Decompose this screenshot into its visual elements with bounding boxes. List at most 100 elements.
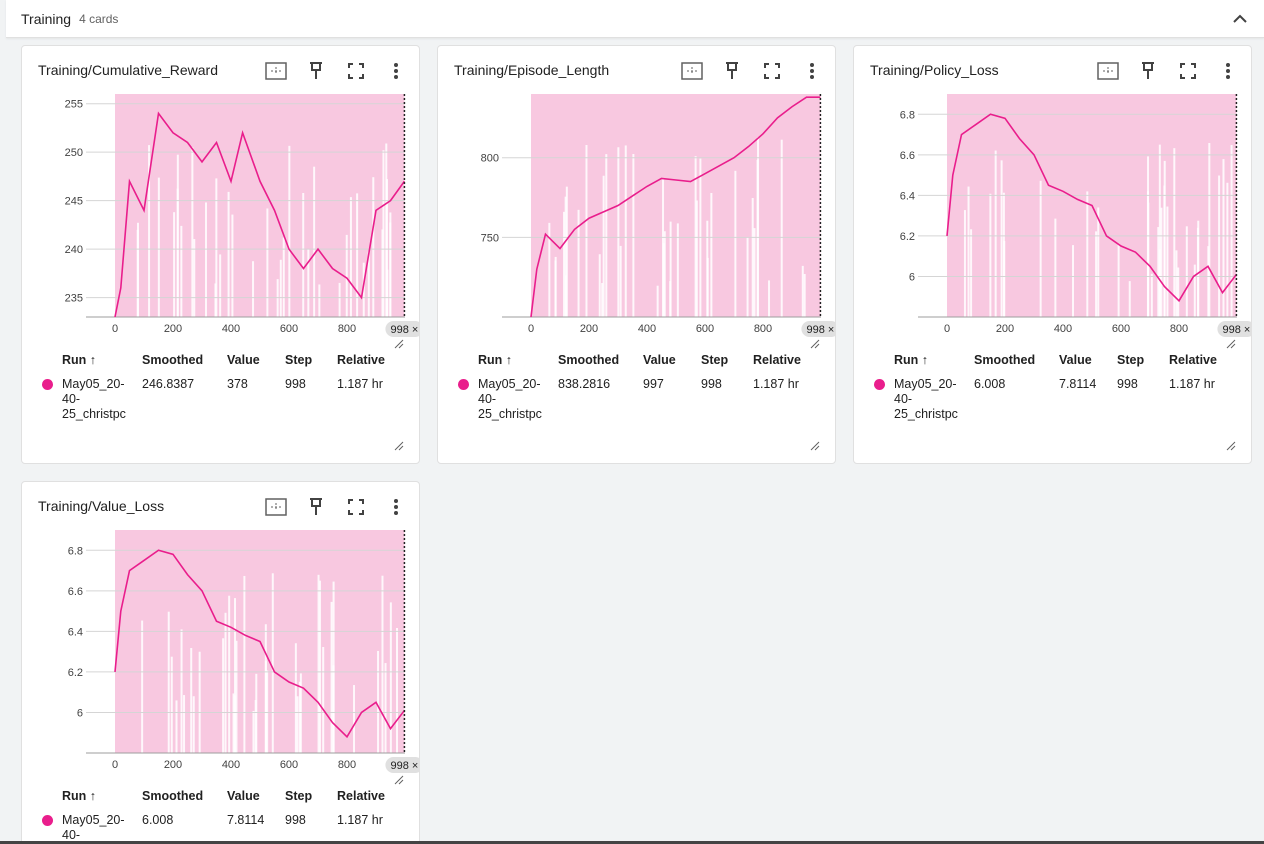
- raw-gap: [1163, 160, 1166, 317]
- run-name: May05_20-40-25_christpc: [894, 377, 958, 421]
- raw-gap: [803, 273, 806, 317]
- raw-gap: [989, 193, 992, 317]
- header-run[interactable]: Run ↑: [478, 353, 513, 367]
- table-resize-handle[interactable]: [810, 438, 820, 451]
- header-value[interactable]: Value: [643, 353, 676, 367]
- raw-gap: [1097, 207, 1100, 317]
- table-resize-handle[interactable]: [394, 438, 404, 451]
- step-value: 998: [285, 813, 306, 827]
- pin-icon[interactable]: [718, 57, 746, 85]
- fullscreen-icon[interactable]: [342, 493, 370, 521]
- chevron-up-icon[interactable]: [1230, 9, 1250, 29]
- header-smoothed[interactable]: Smoothed: [974, 353, 1036, 367]
- y-tick-label: 6.2: [68, 667, 83, 679]
- header-value[interactable]: Value: [227, 789, 260, 803]
- pin-icon[interactable]: [302, 493, 330, 521]
- header-relative[interactable]: Relative: [753, 353, 801, 367]
- line-chart[interactable]: 6 6.2 6.4 6.6 6.8 0 200 400 600 800 998 ×: [22, 528, 419, 788]
- fullscreen-icon[interactable]: [1174, 57, 1202, 85]
- y-tick-label: 250: [65, 147, 83, 159]
- x-tick-label: 400: [222, 323, 240, 335]
- y-tick-label: 800: [481, 153, 499, 165]
- raw-gap: [632, 153, 635, 317]
- raw-gap: [1230, 145, 1233, 317]
- x-tick-label: 600: [280, 323, 298, 335]
- raw-gap: [1002, 192, 1005, 317]
- raw-gap: [1208, 143, 1211, 317]
- raw-gap: [170, 656, 173, 753]
- raw-gap: [381, 229, 384, 317]
- cursor-label: 998 ×: [1222, 324, 1250, 336]
- pin-icon[interactable]: [302, 57, 330, 85]
- raw-gap: [554, 256, 557, 317]
- header-relative[interactable]: Relative: [337, 789, 385, 803]
- raw-gap: [167, 611, 170, 753]
- raw-gap: [1072, 245, 1075, 317]
- header-relative[interactable]: Relative: [1169, 353, 1217, 367]
- header-step[interactable]: Step: [701, 353, 729, 367]
- fit-domain-icon[interactable]: [262, 57, 290, 85]
- raw-gap: [1222, 159, 1225, 317]
- x-tick-label: 800: [754, 323, 772, 335]
- raw-gap: [585, 145, 588, 317]
- fit-domain-icon[interactable]: [1094, 57, 1122, 85]
- chart-resize-handle[interactable]: [810, 336, 820, 349]
- more-vert-icon[interactable]: [382, 57, 410, 85]
- raw-gap: [219, 254, 222, 317]
- line-chart[interactable]: 235 240 245 250 255 0 200 400 600 800 998 ×: [22, 92, 419, 352]
- header-run[interactable]: Run ↑: [62, 353, 97, 367]
- header-smoothed[interactable]: Smoothed: [558, 353, 620, 367]
- y-tick-label: 6.4: [68, 626, 83, 638]
- pin-icon[interactable]: [1134, 57, 1162, 85]
- header-smoothed[interactable]: Smoothed: [142, 353, 204, 367]
- x-tick-label: 800: [338, 759, 356, 771]
- table-resize-handle[interactable]: [1226, 438, 1236, 451]
- series-line: [114, 549, 406, 739]
- raw-gap: [228, 595, 231, 753]
- raw-gap: [602, 175, 605, 317]
- y-tick-label: 6.8: [68, 545, 83, 557]
- header-run[interactable]: Run ↑: [894, 353, 929, 367]
- raw-gap: [296, 696, 299, 753]
- header-relative[interactable]: Relative: [337, 353, 385, 367]
- line-chart[interactable]: 6 6.2 6.4 6.6 6.8 0 200 400 600 800 998 ×: [854, 92, 1251, 352]
- raw-gap: [768, 280, 771, 317]
- line-chart[interactable]: 750 800 0 200 400 600 800 998 ×: [438, 92, 835, 352]
- fullscreen-icon[interactable]: [342, 57, 370, 85]
- header-value[interactable]: Value: [1059, 353, 1092, 367]
- header-step[interactable]: Step: [285, 353, 313, 367]
- raw-gap: [294, 643, 297, 753]
- raw-gap: [299, 673, 302, 753]
- raw-gap: [601, 283, 604, 317]
- raw-gap: [332, 581, 335, 753]
- raw-gap: [1157, 227, 1160, 317]
- fit-domain-icon[interactable]: [262, 493, 290, 521]
- run-color-dot: [42, 815, 53, 826]
- chart-resize-handle[interactable]: [1226, 336, 1236, 349]
- cursor-badge: [385, 321, 419, 337]
- header-smoothed[interactable]: Smoothed: [142, 789, 204, 803]
- header-value[interactable]: Value: [227, 353, 260, 367]
- header-run[interactable]: Run ↑: [62, 789, 97, 803]
- raw-gap: [381, 575, 384, 753]
- raw-gap: [175, 700, 178, 753]
- raw-gap: [710, 192, 713, 317]
- raw-gap: [605, 154, 608, 317]
- raw-gap: [1039, 180, 1042, 317]
- raw-value: 378: [227, 377, 248, 391]
- fullscreen-icon[interactable]: [758, 57, 786, 85]
- chart-resize-handle[interactable]: [394, 772, 404, 785]
- raw-gap: [669, 221, 672, 317]
- raw-gap: [232, 693, 235, 753]
- header-step[interactable]: Step: [1117, 353, 1145, 367]
- chart-resize-handle[interactable]: [394, 336, 404, 349]
- fit-domain-icon[interactable]: [678, 57, 706, 85]
- raw-gap: [384, 663, 387, 753]
- cursor-badge: [1217, 321, 1251, 337]
- raw-gap: [565, 186, 568, 317]
- raw-gap: [180, 629, 183, 753]
- more-vert-icon[interactable]: [1214, 57, 1242, 85]
- more-vert-icon[interactable]: [382, 493, 410, 521]
- more-vert-icon[interactable]: [798, 57, 826, 85]
- header-step[interactable]: Step: [285, 789, 313, 803]
